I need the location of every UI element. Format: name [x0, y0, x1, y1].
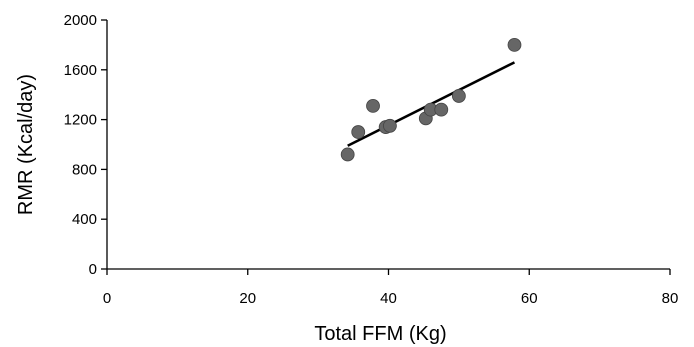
y-tick-label: 2000 — [64, 12, 97, 29]
data-point — [434, 102, 449, 117]
data-point — [383, 118, 397, 133]
y-axis-title: RMR (Kcal/day) — [15, 74, 37, 215]
x-tick-label: 80 — [662, 290, 679, 307]
data-point — [340, 147, 355, 162]
axes — [106, 20, 670, 270]
y-tick-label: 1200 — [64, 112, 97, 129]
y-ticks: 0 400 800 1200 1600 2000 — [64, 12, 107, 278]
x-tick-label: 0 — [103, 290, 111, 307]
y-tick-label: 0 — [89, 261, 97, 278]
x-ticks: 0 20 40 60 80 — [103, 269, 679, 307]
data-point — [366, 99, 380, 113]
data-point — [451, 89, 466, 103]
x-tick-label: 60 — [521, 290, 538, 307]
y-tick-label: 1600 — [64, 62, 97, 79]
data-points — [340, 38, 522, 162]
y-tick-label: 800 — [72, 161, 97, 178]
y-tick-label: 400 — [72, 211, 97, 228]
x-tick-label: 20 — [239, 290, 256, 307]
data-point — [351, 125, 366, 139]
data-point — [507, 38, 522, 52]
x-tick-label: 40 — [380, 290, 397, 307]
x-axis-title: Total FFM (Kg) — [314, 323, 446, 345]
